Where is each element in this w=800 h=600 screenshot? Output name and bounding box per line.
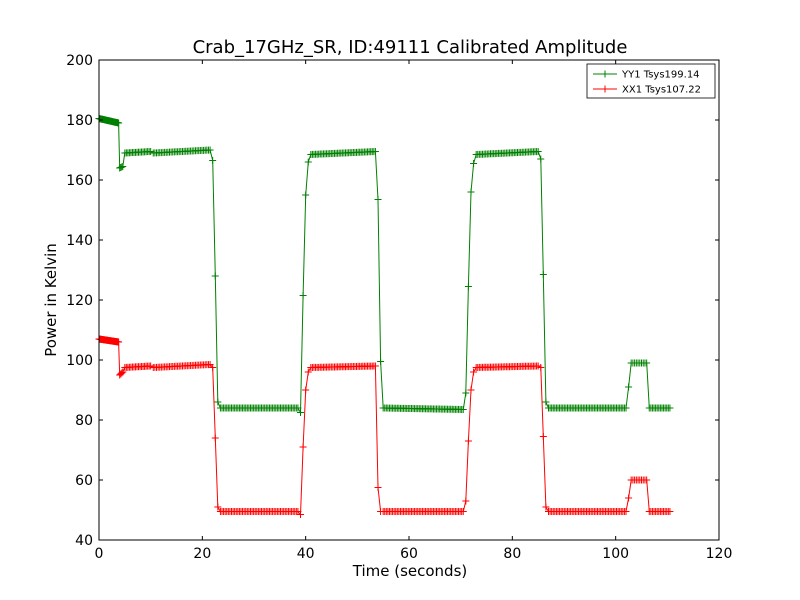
chart-title: Crab_17GHz_SR, ID:49111 Calibrated Ampli… xyxy=(193,37,628,58)
data-point xyxy=(542,398,550,406)
data-point xyxy=(304,368,312,376)
data-point xyxy=(297,409,304,416)
data-point xyxy=(206,146,214,154)
x-tick-label: 20 xyxy=(193,546,211,562)
data-point xyxy=(371,148,379,155)
y-tick-label: 140 xyxy=(66,233,93,249)
data-point xyxy=(622,404,630,412)
data-point xyxy=(371,362,379,370)
legend-item: XX1 Tsys107.22 xyxy=(593,85,701,96)
axis-ticks: 0 20 40 60 80 100 120 40 60 80 100 120 140 160 180 200 xyxy=(66,53,732,562)
data-point xyxy=(666,404,674,412)
y-tick-label: 100 xyxy=(66,353,93,369)
data-point xyxy=(539,433,547,440)
data-point xyxy=(470,160,478,167)
legend-marker xyxy=(601,85,609,93)
data-point xyxy=(302,191,310,199)
data-point xyxy=(294,404,302,412)
legend: YY1 Tsys199.14 XX1 Tsys107.22 xyxy=(586,63,716,99)
legend-item: YY1 Tsys199.14 xyxy=(593,70,700,81)
data-point xyxy=(666,508,674,515)
x-tick-label: 120 xyxy=(706,546,733,562)
data-point xyxy=(302,386,310,394)
data-point xyxy=(297,511,304,518)
y-tick-label: 80 xyxy=(75,413,93,429)
data-point xyxy=(467,386,475,394)
data-point xyxy=(467,188,475,196)
data-point xyxy=(643,476,651,484)
data-point xyxy=(119,163,127,170)
plot-frame xyxy=(98,59,720,541)
series-1 xyxy=(95,115,674,416)
data-point xyxy=(115,338,123,346)
y-axis-label: Power in Kelvin xyxy=(42,243,60,357)
x-axis-label: Time (seconds) xyxy=(352,562,468,580)
y-tick-label: 120 xyxy=(66,293,93,309)
data-point xyxy=(643,359,651,367)
data-point xyxy=(299,292,307,299)
data-point xyxy=(214,503,222,511)
data-point xyxy=(304,158,312,166)
data-point xyxy=(214,398,222,406)
data-point xyxy=(462,497,470,505)
data-point xyxy=(537,155,545,163)
data-point xyxy=(119,368,127,376)
data-point xyxy=(622,508,630,515)
data-point xyxy=(464,437,472,445)
legend-box xyxy=(586,63,716,99)
series-2 xyxy=(95,335,674,518)
data-point xyxy=(209,364,217,371)
series-line xyxy=(98,118,670,415)
data-point xyxy=(542,503,550,511)
data-point xyxy=(115,119,123,127)
data-point xyxy=(625,494,633,502)
legend-marker xyxy=(601,70,609,78)
data-point xyxy=(211,272,219,280)
data-point xyxy=(299,443,307,451)
y-tick-label: 40 xyxy=(75,533,93,549)
data-point xyxy=(374,484,382,491)
data-point xyxy=(464,283,472,290)
x-tick-label: 40 xyxy=(297,546,315,562)
legend-label: YY1 Tsys199.14 xyxy=(621,70,700,81)
x-tick-label: 0 xyxy=(95,546,104,562)
x-tick-label: 100 xyxy=(602,546,629,562)
y-tick-label: 60 xyxy=(75,473,93,489)
data-point xyxy=(539,271,547,278)
x-tick-label: 60 xyxy=(400,546,418,562)
data-point xyxy=(377,358,385,365)
data-point xyxy=(459,508,467,515)
data-point xyxy=(470,368,478,376)
legend-label: XX1 Tsys107.22 xyxy=(622,85,701,96)
x-tick-label: 80 xyxy=(503,546,521,562)
data-point xyxy=(118,369,126,377)
y-tick-label: 160 xyxy=(66,173,93,189)
data-point xyxy=(211,434,219,442)
data-point xyxy=(374,196,382,203)
data-point xyxy=(459,406,467,413)
data-point xyxy=(209,157,217,164)
data-point xyxy=(462,389,470,397)
y-tick-label: 200 xyxy=(66,53,93,69)
data-point xyxy=(625,383,633,391)
data-point xyxy=(534,148,542,155)
y-tick-label: 180 xyxy=(66,113,93,129)
plot-lines xyxy=(95,115,674,518)
data-point xyxy=(537,364,545,371)
